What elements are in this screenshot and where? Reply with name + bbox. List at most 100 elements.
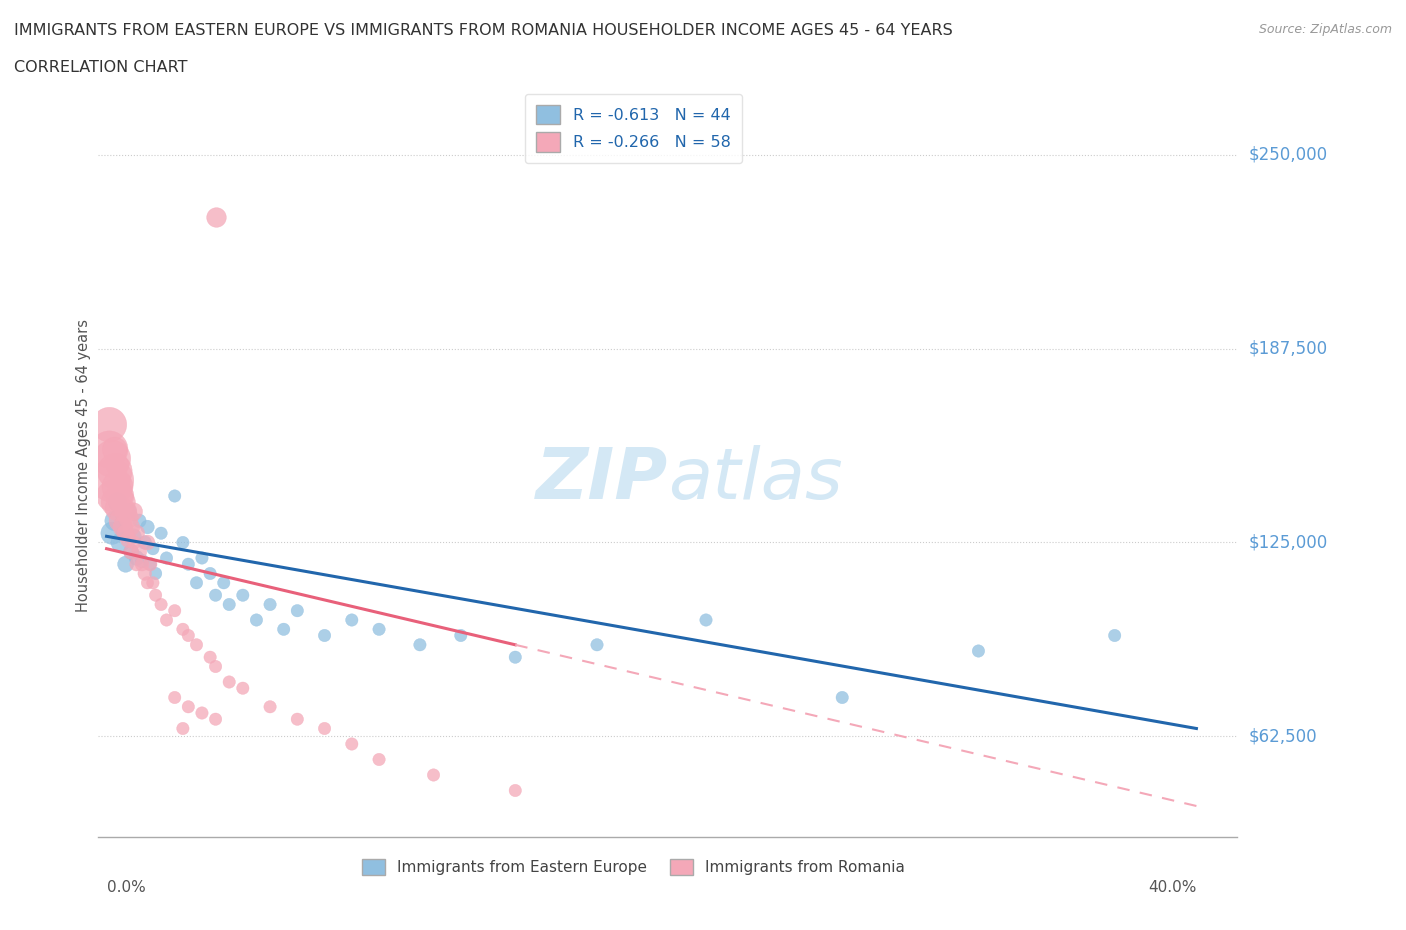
- Point: [186, 637, 208, 652]
- Point: [218, 597, 240, 612]
- Point: [142, 541, 165, 556]
- Point: [314, 628, 336, 643]
- Point: [204, 659, 226, 674]
- Point: [155, 551, 177, 565]
- Point: [422, 767, 444, 782]
- Point: [218, 674, 240, 689]
- Point: [98, 442, 121, 457]
- Point: [155, 613, 177, 628]
- Point: [122, 535, 145, 550]
- Point: [117, 532, 139, 547]
- Point: [212, 576, 235, 591]
- Point: [245, 613, 267, 628]
- Point: [101, 473, 124, 488]
- Point: [204, 209, 226, 224]
- Point: [191, 551, 214, 565]
- Point: [114, 504, 136, 519]
- Point: [114, 557, 136, 572]
- Point: [139, 557, 162, 572]
- Point: [111, 520, 134, 535]
- Point: [967, 644, 990, 658]
- Point: [450, 628, 472, 643]
- Point: [111, 483, 134, 498]
- Point: [104, 495, 127, 510]
- Text: atlas: atlas: [668, 445, 842, 514]
- Point: [340, 613, 363, 628]
- Point: [136, 535, 159, 550]
- Point: [285, 711, 308, 726]
- Text: 0.0%: 0.0%: [107, 881, 145, 896]
- Legend: Immigrants from Eastern Europe, Immigrants from Romania: Immigrants from Eastern Europe, Immigran…: [356, 853, 911, 882]
- Point: [110, 473, 132, 488]
- Point: [107, 479, 129, 494]
- Point: [232, 681, 254, 696]
- Point: [503, 650, 526, 665]
- Point: [131, 557, 153, 572]
- Text: IMMIGRANTS FROM EASTERN EUROPE VS IMMIGRANTS FROM ROMANIA HOUSEHOLDER INCOME AGE: IMMIGRANTS FROM EASTERN EUROPE VS IMMIGR…: [14, 23, 953, 38]
- Point: [117, 504, 139, 519]
- Text: $62,500: $62,500: [1249, 727, 1317, 745]
- Point: [163, 690, 186, 705]
- Point: [177, 699, 200, 714]
- Point: [204, 588, 226, 603]
- Point: [285, 604, 308, 618]
- Point: [139, 557, 162, 572]
- Point: [101, 451, 124, 466]
- Point: [232, 588, 254, 603]
- Text: ZIP: ZIP: [536, 445, 668, 514]
- Point: [107, 495, 129, 510]
- Point: [172, 622, 194, 637]
- Point: [186, 576, 208, 591]
- Point: [177, 557, 200, 572]
- Point: [259, 597, 281, 612]
- Point: [110, 488, 132, 503]
- Point: [134, 566, 156, 581]
- Text: $125,000: $125,000: [1249, 534, 1327, 551]
- Point: [104, 464, 127, 479]
- Text: $187,500: $187,500: [1249, 339, 1327, 358]
- Point: [114, 525, 136, 540]
- Point: [273, 622, 295, 637]
- Point: [131, 553, 153, 568]
- Point: [172, 721, 194, 736]
- Point: [831, 690, 853, 705]
- Point: [695, 613, 717, 628]
- Point: [409, 637, 432, 652]
- Point: [163, 488, 186, 503]
- Point: [150, 525, 173, 540]
- Point: [1104, 628, 1126, 643]
- Point: [145, 588, 167, 603]
- Point: [117, 511, 139, 525]
- Point: [163, 604, 186, 618]
- Point: [314, 721, 336, 736]
- Point: [120, 544, 142, 559]
- Y-axis label: Householder Income Ages 45 - 64 years: Householder Income Ages 45 - 64 years: [76, 318, 91, 612]
- Point: [204, 711, 226, 726]
- Point: [142, 576, 165, 591]
- Point: [107, 458, 129, 472]
- Point: [191, 706, 214, 721]
- Point: [145, 566, 167, 581]
- Point: [125, 557, 148, 572]
- Point: [586, 637, 609, 652]
- Point: [114, 488, 136, 503]
- Text: CORRELATION CHART: CORRELATION CHART: [14, 60, 187, 75]
- Point: [368, 752, 391, 767]
- Point: [122, 529, 145, 544]
- Point: [503, 783, 526, 798]
- Point: [120, 520, 142, 535]
- Point: [198, 566, 221, 581]
- Point: [104, 442, 127, 457]
- Point: [125, 551, 148, 565]
- Point: [110, 535, 132, 550]
- Point: [198, 650, 221, 665]
- Point: [136, 520, 159, 535]
- Point: [134, 535, 156, 550]
- Point: [101, 525, 124, 540]
- Point: [104, 513, 127, 528]
- Text: Source: ZipAtlas.com: Source: ZipAtlas.com: [1258, 23, 1392, 36]
- Point: [128, 544, 150, 559]
- Point: [128, 513, 150, 528]
- Point: [110, 513, 132, 528]
- Point: [111, 520, 134, 535]
